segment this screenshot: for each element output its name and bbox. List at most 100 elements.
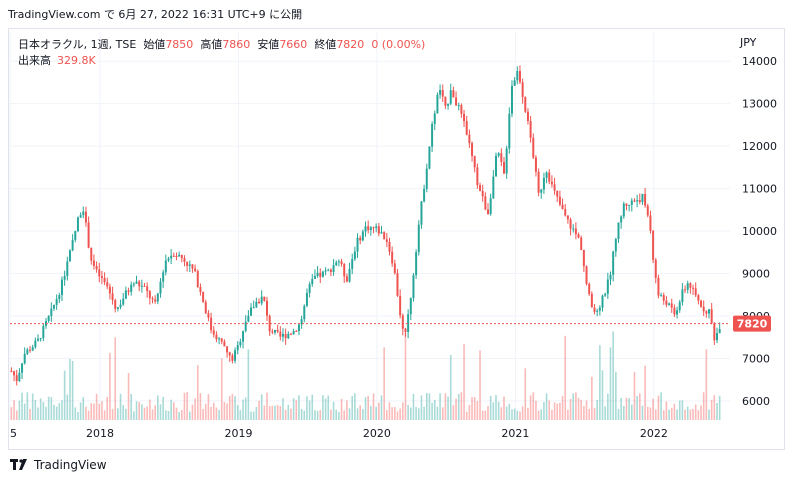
- candle-body: [487, 209, 490, 214]
- volume-bar: [180, 410, 183, 420]
- volume-bar: [138, 402, 140, 420]
- candle-body: [377, 226, 380, 234]
- footer[interactable]: TradingView: [10, 458, 107, 472]
- candle-body: [186, 261, 189, 266]
- candle-body: [417, 224, 420, 253]
- volume-bar: [127, 372, 130, 420]
- volume-bar: [26, 392, 29, 420]
- candle-body: [74, 231, 77, 240]
- y-tick-label: 6000: [742, 395, 770, 408]
- candle-body: [428, 146, 431, 169]
- candle-body: [348, 268, 351, 282]
- candle-body: [76, 217, 79, 232]
- close-value: 7820: [336, 38, 365, 51]
- candle-body: [566, 215, 569, 220]
- candle-body: [154, 299, 157, 302]
- volume-bar: [532, 392, 535, 420]
- volume-bar: [173, 402, 175, 420]
- candle-body: [526, 111, 529, 122]
- volume-label: 出来高: [18, 54, 51, 67]
- candle-body: [489, 198, 492, 214]
- candle-body: [585, 266, 588, 284]
- volume-bar: [356, 408, 359, 420]
- y-tick-label: 9000: [742, 268, 770, 281]
- volume-bar: [473, 397, 476, 420]
- candle-body: [612, 251, 615, 275]
- candle-body: [234, 350, 237, 361]
- volume-bar: [29, 408, 31, 420]
- volume-bar: [31, 393, 34, 420]
- volume-bar: [10, 407, 13, 420]
- volume-bar: [412, 393, 415, 420]
- volume-bar: [351, 396, 354, 420]
- candle-body: [199, 287, 202, 293]
- volume-bar: [287, 404, 290, 420]
- candle-body: [90, 247, 93, 261]
- candle-body: [564, 209, 567, 216]
- candle-body: [550, 181, 553, 185]
- volume-bar: [615, 371, 617, 420]
- volume-bar: [175, 407, 178, 420]
- volume-bar: [420, 395, 423, 420]
- volume-bar: [660, 392, 662, 420]
- candle-body: [244, 321, 247, 331]
- candle-body: [553, 184, 556, 191]
- volume-bar: [13, 400, 15, 420]
- candle-body: [508, 113, 511, 149]
- candle-body: [68, 250, 71, 262]
- candle-body: [95, 265, 98, 270]
- volume-bar: [324, 398, 327, 420]
- volume-bar: [481, 410, 484, 420]
- candle-body: [135, 281, 138, 284]
- candle-body: [151, 298, 154, 300]
- volume-bar: [215, 407, 218, 420]
- volume-bar: [125, 408, 127, 420]
- candle-body: [534, 157, 537, 172]
- volume-bar: [535, 400, 537, 420]
- volume-bar: [226, 403, 228, 420]
- volume-bar: [50, 397, 53, 420]
- candle-body: [175, 255, 178, 257]
- volume-bar: [559, 402, 561, 420]
- candle-body: [452, 90, 455, 98]
- candle-body: [660, 295, 663, 297]
- candle-body: [292, 331, 295, 335]
- volume-bar: [194, 398, 196, 420]
- candle-body: [372, 227, 375, 229]
- candle-body: [297, 324, 300, 332]
- candle-body: [702, 306, 705, 312]
- candle-body: [31, 347, 34, 351]
- volume-bar: [332, 401, 335, 420]
- candle-body: [13, 371, 16, 376]
- candle-body: [558, 196, 561, 205]
- volume-bar: [236, 405, 239, 420]
- volume-bar: [346, 400, 348, 420]
- candle-body: [84, 211, 87, 223]
- candle-body: [324, 270, 327, 272]
- volume-bar: [151, 409, 154, 420]
- candle-body: [420, 201, 423, 225]
- candle-body: [327, 269, 330, 271]
- candle-body: [684, 289, 687, 291]
- candle-body: [39, 338, 42, 340]
- volume-bar: [258, 400, 260, 420]
- candle-body: [423, 188, 426, 202]
- candle-body: [399, 295, 402, 316]
- candle-body: [401, 315, 404, 329]
- volume-bar: [489, 395, 492, 420]
- candle-body: [561, 204, 564, 210]
- candle-body: [55, 299, 58, 305]
- candle-body: [593, 307, 596, 312]
- volume-bar: [630, 404, 633, 420]
- candle-body: [236, 345, 239, 351]
- candle-body: [279, 331, 282, 337]
- volume-bar: [316, 410, 319, 420]
- candle-body: [633, 200, 636, 202]
- candle-body: [646, 205, 649, 216]
- candle-body: [337, 261, 340, 263]
- candle-body: [404, 328, 407, 333]
- candle-body: [412, 275, 415, 299]
- volume-bar: [684, 409, 686, 420]
- volume-bar: [612, 331, 614, 420]
